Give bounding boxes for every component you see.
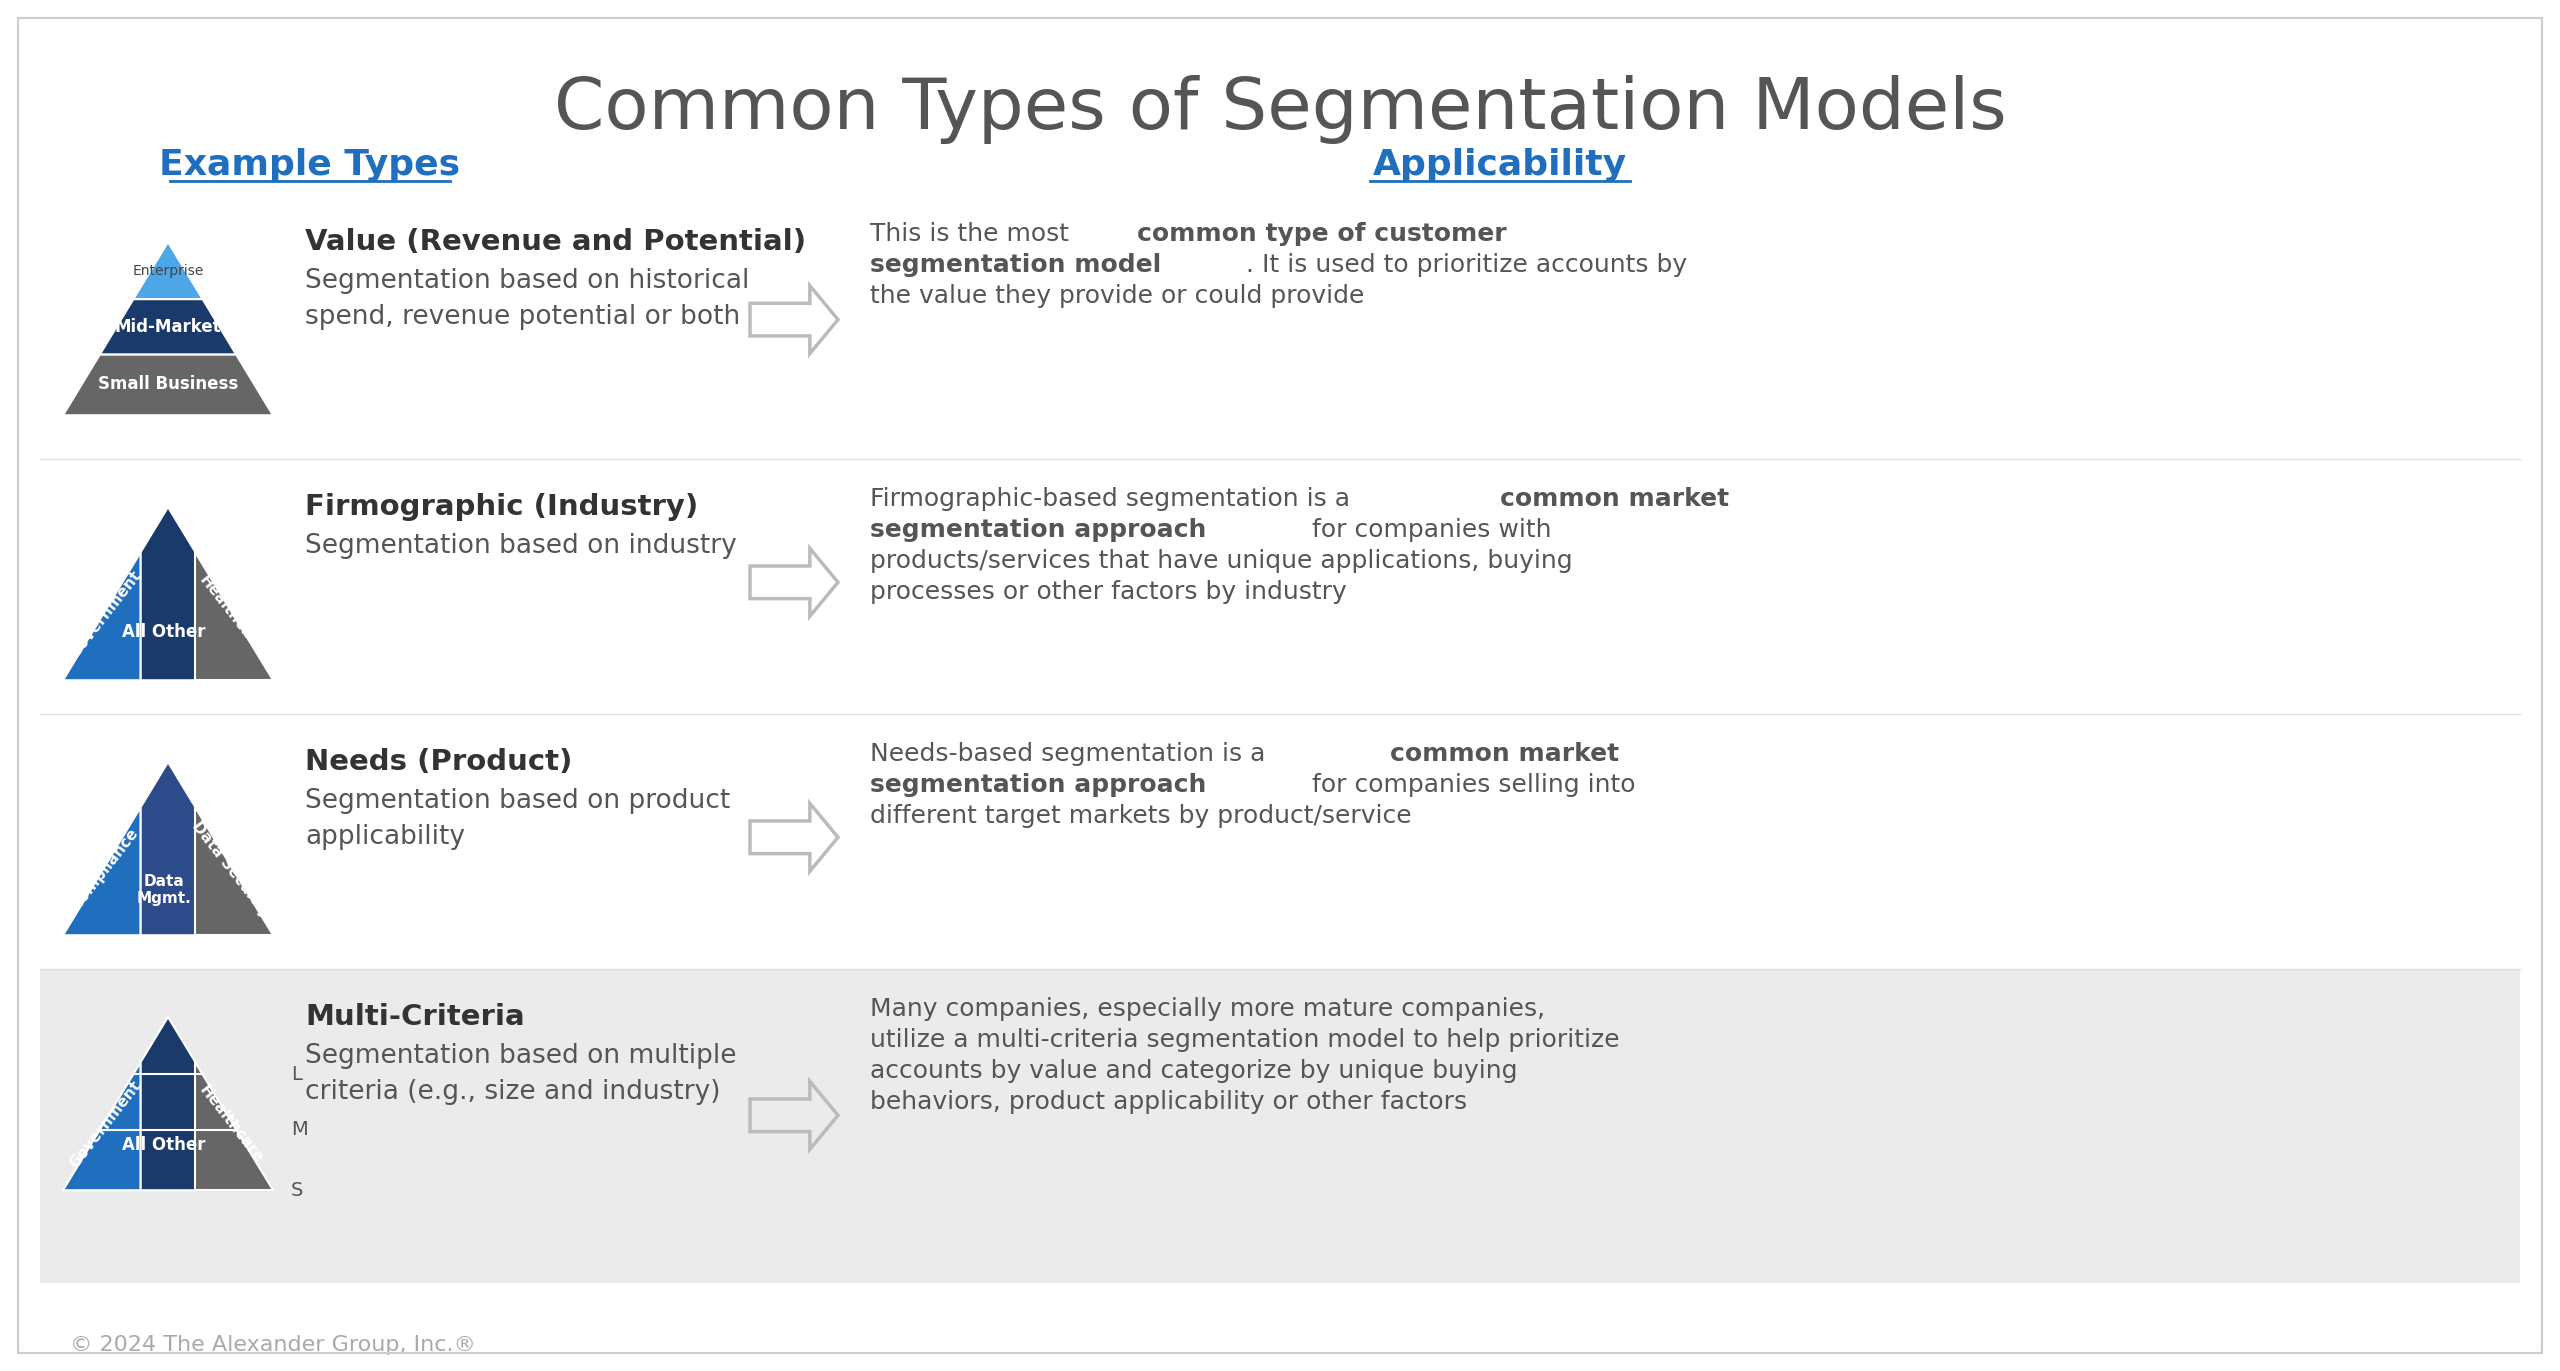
Text: All Other: All Other [123,1137,205,1154]
Text: common market: common market [1390,742,1620,766]
Polygon shape [64,1017,169,1190]
Text: S: S [292,1180,305,1200]
Text: Needs (Product): Needs (Product) [305,749,573,776]
Text: Healthcare: Healthcare [197,1083,266,1167]
Text: . It is used to prioritize accounts by: . It is used to prioritize accounts by [1247,254,1687,277]
Text: utilize a multi-criteria segmentation model to help prioritize: utilize a multi-criteria segmentation mo… [870,1028,1620,1052]
Text: Many companies, especially more mature companies,: Many companies, especially more mature c… [870,997,1546,1021]
Text: Data
Mgmt.: Data Mgmt. [136,873,192,906]
Text: M: M [292,1120,307,1139]
Polygon shape [64,762,169,935]
Polygon shape [195,808,274,935]
Polygon shape [141,1017,195,1190]
Text: Segmentation based on industry: Segmentation based on industry [305,533,737,559]
Text: Applicability: Applicability [1372,148,1628,182]
Text: Firmographic-based segmentation is a: Firmographic-based segmentation is a [870,487,1357,511]
Text: Mid-Market: Mid-Market [115,318,220,336]
Text: common type of customer: common type of customer [1137,222,1508,245]
Text: different target markets by product/service: different target markets by product/serv… [870,803,1411,828]
Text: © 2024 The Alexander Group, Inc.®: © 2024 The Alexander Group, Inc.® [69,1335,476,1355]
Text: segmentation model: segmentation model [870,254,1162,277]
Text: Multi-Criteria: Multi-Criteria [305,1004,525,1031]
Text: Common Types of Segmentation Models: Common Types of Segmentation Models [553,75,2007,144]
Polygon shape [195,553,274,680]
Polygon shape [195,1063,274,1190]
Polygon shape [133,243,202,299]
Text: Enterprise: Enterprise [133,265,205,278]
Text: L: L [292,1065,302,1083]
Text: This is the most: This is the most [870,222,1078,245]
Text: for companies with: for companies with [1303,518,1551,542]
Text: Segmentation based on historical
spend, revenue potential or both: Segmentation based on historical spend, … [305,267,750,330]
Text: segmentation approach: segmentation approach [870,773,1206,797]
Polygon shape [141,507,195,680]
Text: Data Security: Data Security [189,818,274,920]
Text: common market: common market [1500,487,1728,511]
Text: Segmentation based on product
applicability: Segmentation based on product applicabil… [305,788,730,850]
Text: the value they provide or could provide: the value they provide or could provide [870,284,1364,308]
Polygon shape [141,762,195,935]
Text: products/services that have unique applications, buying: products/services that have unique appli… [870,548,1572,573]
Text: Needs-based segmentation is a: Needs-based segmentation is a [870,742,1272,766]
Polygon shape [100,299,236,355]
Text: Government: Government [67,1078,143,1171]
Text: Healthcare: Healthcare [197,573,266,657]
Text: Example Types: Example Types [159,148,461,182]
FancyBboxPatch shape [41,971,2519,1283]
Text: segmentation approach: segmentation approach [870,518,1206,542]
Text: Government: Government [67,568,143,661]
Text: behaviors, product applicability or other factors: behaviors, product applicability or othe… [870,1090,1467,1115]
Text: processes or other factors by industry: processes or other factors by industry [870,580,1347,605]
Polygon shape [64,355,274,415]
Text: accounts by value and categorize by unique buying: accounts by value and categorize by uniq… [870,1058,1518,1083]
Text: Compliance: Compliance [69,825,141,913]
Text: Segmentation based on multiple
criteria (e.g., size and industry): Segmentation based on multiple criteria … [305,1043,737,1105]
Text: All Other: All Other [123,622,205,640]
Text: Value (Revenue and Potential): Value (Revenue and Potential) [305,228,806,256]
Polygon shape [64,507,169,680]
Text: Small Business: Small Business [97,376,238,393]
Text: for companies selling into: for companies selling into [1303,773,1636,797]
Text: Firmographic (Industry): Firmographic (Industry) [305,494,699,521]
